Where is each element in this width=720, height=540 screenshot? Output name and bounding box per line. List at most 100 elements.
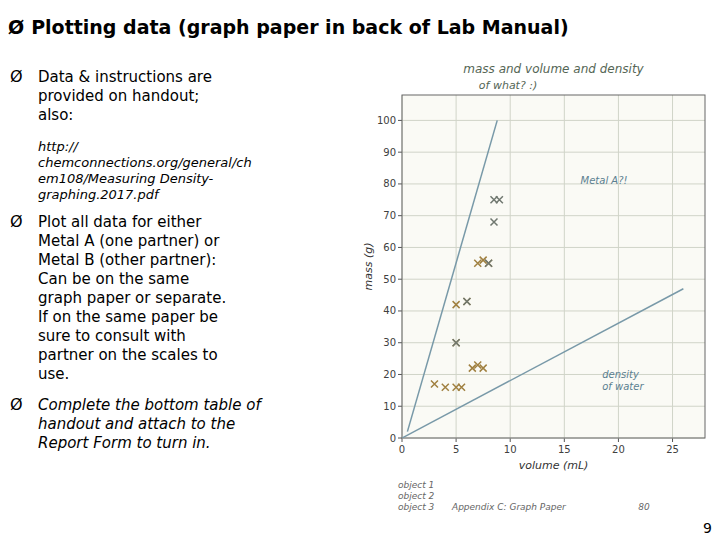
annotation: densityof water	[602, 369, 644, 392]
data-point	[453, 339, 460, 346]
y-tick	[398, 310, 402, 311]
x-tick	[672, 438, 673, 442]
trend-line	[407, 120, 497, 431]
x-tick	[456, 438, 457, 442]
bullet-line: also:	[38, 106, 73, 124]
y-tick	[398, 183, 402, 184]
y-tick	[398, 279, 402, 280]
x-tick	[510, 438, 511, 442]
y-tick-label: 20	[383, 369, 396, 380]
x-tick-label: 15	[558, 444, 571, 455]
chart-title: mass and volume and density	[463, 62, 644, 76]
bullet-line: Plot all data for either	[38, 213, 202, 231]
bullet-line: graphing.2017.pdf	[38, 187, 161, 202]
data-point	[453, 301, 460, 308]
x-tick-label: 20	[612, 444, 625, 455]
x-tick	[564, 438, 565, 442]
page-number: 9	[703, 520, 712, 536]
bullet-line: Complete the bottom table of	[38, 396, 263, 414]
plot-marks	[402, 120, 683, 438]
plot-frame	[402, 95, 705, 438]
footnote: 80	[638, 502, 650, 512]
footnote: object 3	[398, 502, 435, 512]
x-tick-label: 5	[453, 444, 459, 455]
y-grid-line	[402, 215, 705, 216]
bullet-line: Metal B (other partner):	[38, 251, 216, 269]
data-point	[463, 298, 470, 305]
y-tick	[398, 374, 402, 375]
y-grid-line	[402, 374, 705, 375]
x-tick	[618, 438, 619, 442]
y-tick-label: 90	[383, 147, 396, 158]
y-tick-label: 0	[390, 433, 396, 444]
chart-subtitle: of what? :)	[479, 79, 537, 92]
y-tick-label: 60	[383, 242, 396, 253]
bullet-line: Metal A (one partner) or	[38, 232, 220, 250]
bullet-line: handout and attach to the	[38, 415, 235, 433]
y-tick	[398, 247, 402, 248]
slide-title: Ø Plotting data (graph paper in back of L…	[8, 16, 569, 38]
y-tick	[398, 215, 402, 216]
y-axis-label: mass (g)	[362, 243, 375, 291]
y-tick	[398, 120, 402, 121]
y-grid-line	[402, 279, 705, 280]
y-grid-line	[402, 183, 705, 184]
slide: Ø Plotting data (graph paper in back of L…	[0, 0, 720, 540]
y-tick-label: 40	[383, 305, 396, 316]
x-tick-label: 0	[399, 444, 405, 455]
bullet-line: Can be on the same	[38, 270, 189, 288]
y-tick	[398, 438, 402, 439]
data-point	[463, 298, 470, 305]
bullet-line: If on the same paper be	[38, 308, 218, 326]
y-tick-label: 50	[383, 274, 396, 285]
data-point	[496, 196, 503, 203]
y-tick-label: 30	[383, 337, 396, 348]
data-point	[480, 365, 487, 372]
y-grid-line	[402, 310, 705, 311]
y-grid-line	[402, 406, 705, 407]
bullet-line: use.	[38, 365, 69, 383]
x-tick	[402, 438, 403, 442]
bullet-line: provided on handout;	[38, 87, 199, 105]
data-point	[458, 384, 465, 391]
x-tick-label: 10	[504, 444, 517, 455]
plot-background	[402, 95, 705, 438]
footnote: object 1	[398, 480, 434, 490]
bullet-line: partner on the scales to	[38, 346, 218, 364]
title-text: Plotting data (graph paper in back of La…	[31, 16, 568, 38]
y-tick	[398, 406, 402, 407]
bullet-symbol: Ø	[10, 395, 23, 414]
footnote: object 2	[398, 491, 435, 501]
bullet-symbol: Ø	[10, 67, 23, 86]
title-bullet: Ø	[8, 16, 24, 38]
bullet-symbol: Ø	[10, 212, 23, 231]
y-grid-line	[402, 120, 705, 121]
bullet-line: Data & instructions are	[38, 68, 212, 86]
y-tick-label: 100	[377, 115, 396, 126]
x-grid-line	[510, 95, 511, 438]
footnote: Appendix C: Graph Paper	[451, 502, 567, 512]
data-point	[485, 260, 492, 267]
y-grid-line	[402, 247, 705, 248]
chart: 0 5 10 15 20 25 0 10 20 30 40 50 60 70 80 90 100 volume (…	[362, 62, 705, 512]
trend-line	[402, 289, 683, 438]
x-tick-label: 25	[666, 444, 679, 455]
x-grid-line	[564, 95, 565, 438]
y-tick-label: 70	[383, 210, 396, 221]
data-point	[453, 339, 460, 346]
bullet-line: Report Form to turn in.	[38, 434, 211, 452]
y-tick	[398, 342, 402, 343]
y-grid-line	[402, 342, 705, 343]
bullet-line: sure to consult with	[38, 327, 186, 345]
data-point	[442, 384, 449, 391]
bullet-line: graph paper or separate.	[38, 289, 226, 307]
bullet-line: chemconnections.org/general/ch	[38, 155, 252, 170]
x-axis-label: volume (mL)	[519, 459, 589, 472]
data-point	[485, 260, 492, 267]
annotation: Metal A?!	[581, 175, 628, 186]
y-tick-label: 80	[383, 178, 396, 189]
y-tick-label: 10	[383, 401, 396, 412]
data-point	[431, 381, 438, 388]
y-tick	[398, 152, 402, 153]
y-grid-line	[402, 152, 705, 153]
